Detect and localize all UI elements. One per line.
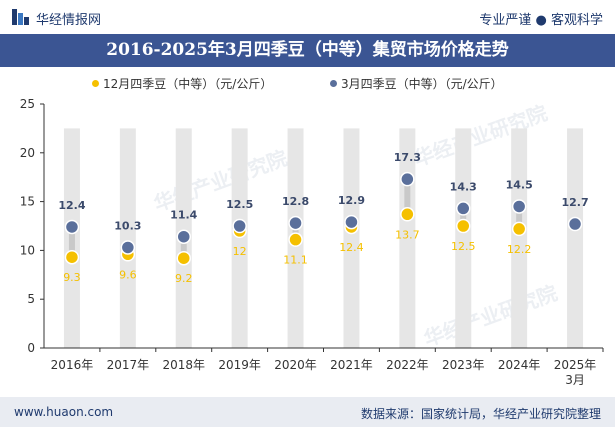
x-tick-label: 2021年 (330, 358, 373, 372)
legend-marker-march (330, 80, 337, 87)
data-point-march (288, 215, 303, 231)
data-label-december: 12.4 (339, 241, 364, 254)
x-tick-label: 2020年 (274, 358, 317, 372)
brand-tagline: 专业严谨 ● 客观科学 (479, 13, 603, 28)
x-tick-label: 2018年 (162, 358, 205, 372)
chart-area: 0 5 10 15 20 25 2016年 2017年 2018年 2019年 2020年 2021年… (20, 97, 604, 387)
y-tick-label: 10 (20, 243, 35, 257)
column-band (511, 128, 528, 348)
data-label-march: 12.5 (226, 198, 253, 211)
data-point-march (64, 219, 80, 235)
data-label-march: 12.8 (282, 195, 309, 208)
x-tick-label: 2025年 (554, 358, 597, 372)
column-band (119, 128, 136, 348)
column-band (455, 128, 472, 348)
column-band (567, 128, 584, 348)
y-tick-label: 25 (20, 97, 35, 111)
x-tick-label: 2016年 (51, 358, 94, 372)
data-label-march: 14.3 (450, 180, 477, 193)
y-tick-label: 0 (27, 341, 35, 355)
legend-label-december: 12月四季豆（中等）（元/公斤） (103, 77, 273, 91)
data-point-december (400, 207, 415, 222)
data-label-december: 9.2 (175, 272, 193, 285)
footer-band (0, 397, 615, 427)
x-tick-label: 2024年 (498, 358, 541, 372)
top-bar: 华经情报网 专业严谨 ● 客观科学 (0, 0, 615, 34)
x-tick-label: 2022年 (386, 358, 429, 372)
legend-item-december: 12月四季豆（中等）（元/公斤） (92, 75, 272, 92)
y-tick-label: 5 (27, 292, 35, 306)
data-point-march (344, 214, 359, 230)
legend-item-march: 3月四季豆（中等）（元/公斤） (330, 75, 503, 92)
data-point-december (456, 218, 471, 234)
column-band (343, 128, 360, 348)
data-source: 数据来源：国家统计局，华经产业研究院整理 (360, 407, 601, 421)
data-point-december (288, 232, 303, 247)
legend-marker-december (92, 80, 99, 87)
data-label-march: 17.3 (394, 151, 421, 164)
y-tick-label: 20 (20, 146, 35, 160)
brand-logo-icon (12, 9, 29, 25)
data-label-march: 11.4 (170, 209, 197, 222)
data-label-december: 12 (233, 245, 247, 258)
data-point-march (511, 199, 527, 214)
x-tick-label: 3月 (565, 373, 585, 387)
data-point-december (176, 250, 191, 266)
column-band (231, 128, 248, 348)
data-label-december: 9.3 (63, 271, 81, 284)
data-label-december: 13.7 (395, 228, 420, 241)
data-label-december: 9.6 (119, 268, 137, 281)
x-tick-label: 2023年 (442, 358, 485, 372)
x-tick-label: 2019年 (218, 358, 261, 372)
data-label-december: 12.2 (507, 243, 532, 256)
data-point-march (567, 216, 583, 232)
data-label-march: 12.9 (338, 194, 365, 207)
data-label-december: 11.1 (283, 254, 308, 267)
data-point-march (456, 201, 471, 216)
chart-legend: 12月四季豆（中等）（元/公斤） 3月四季豆（中等）（元/公斤） (0, 75, 615, 95)
title-band (0, 34, 615, 67)
data-label-march: 12.7 (561, 196, 588, 209)
legend-label-march: 3月四季豆（中等）（元/公斤） (341, 77, 503, 91)
data-point-december (64, 249, 80, 265)
y-tick-label: 15 (20, 195, 35, 209)
data-point-march (176, 229, 191, 244)
data-point-march (120, 240, 136, 255)
source-url[interactable]: www.huaon.com (14, 405, 114, 419)
data-point-december (511, 221, 527, 237)
brand-name: 华经情报网 (36, 13, 102, 28)
data-label-march: 12.4 (58, 199, 85, 212)
data-label-december: 12.5 (451, 240, 476, 253)
data-label-march: 14.5 (506, 178, 533, 191)
chart-title: 2016-2025年3月四季豆（中等）集贸市场价格走势 (106, 40, 509, 60)
data-point-march (232, 218, 247, 234)
x-tick-label: 2017年 (107, 358, 150, 372)
data-label-march: 10.3 (114, 219, 141, 232)
data-point-march (400, 171, 415, 187)
